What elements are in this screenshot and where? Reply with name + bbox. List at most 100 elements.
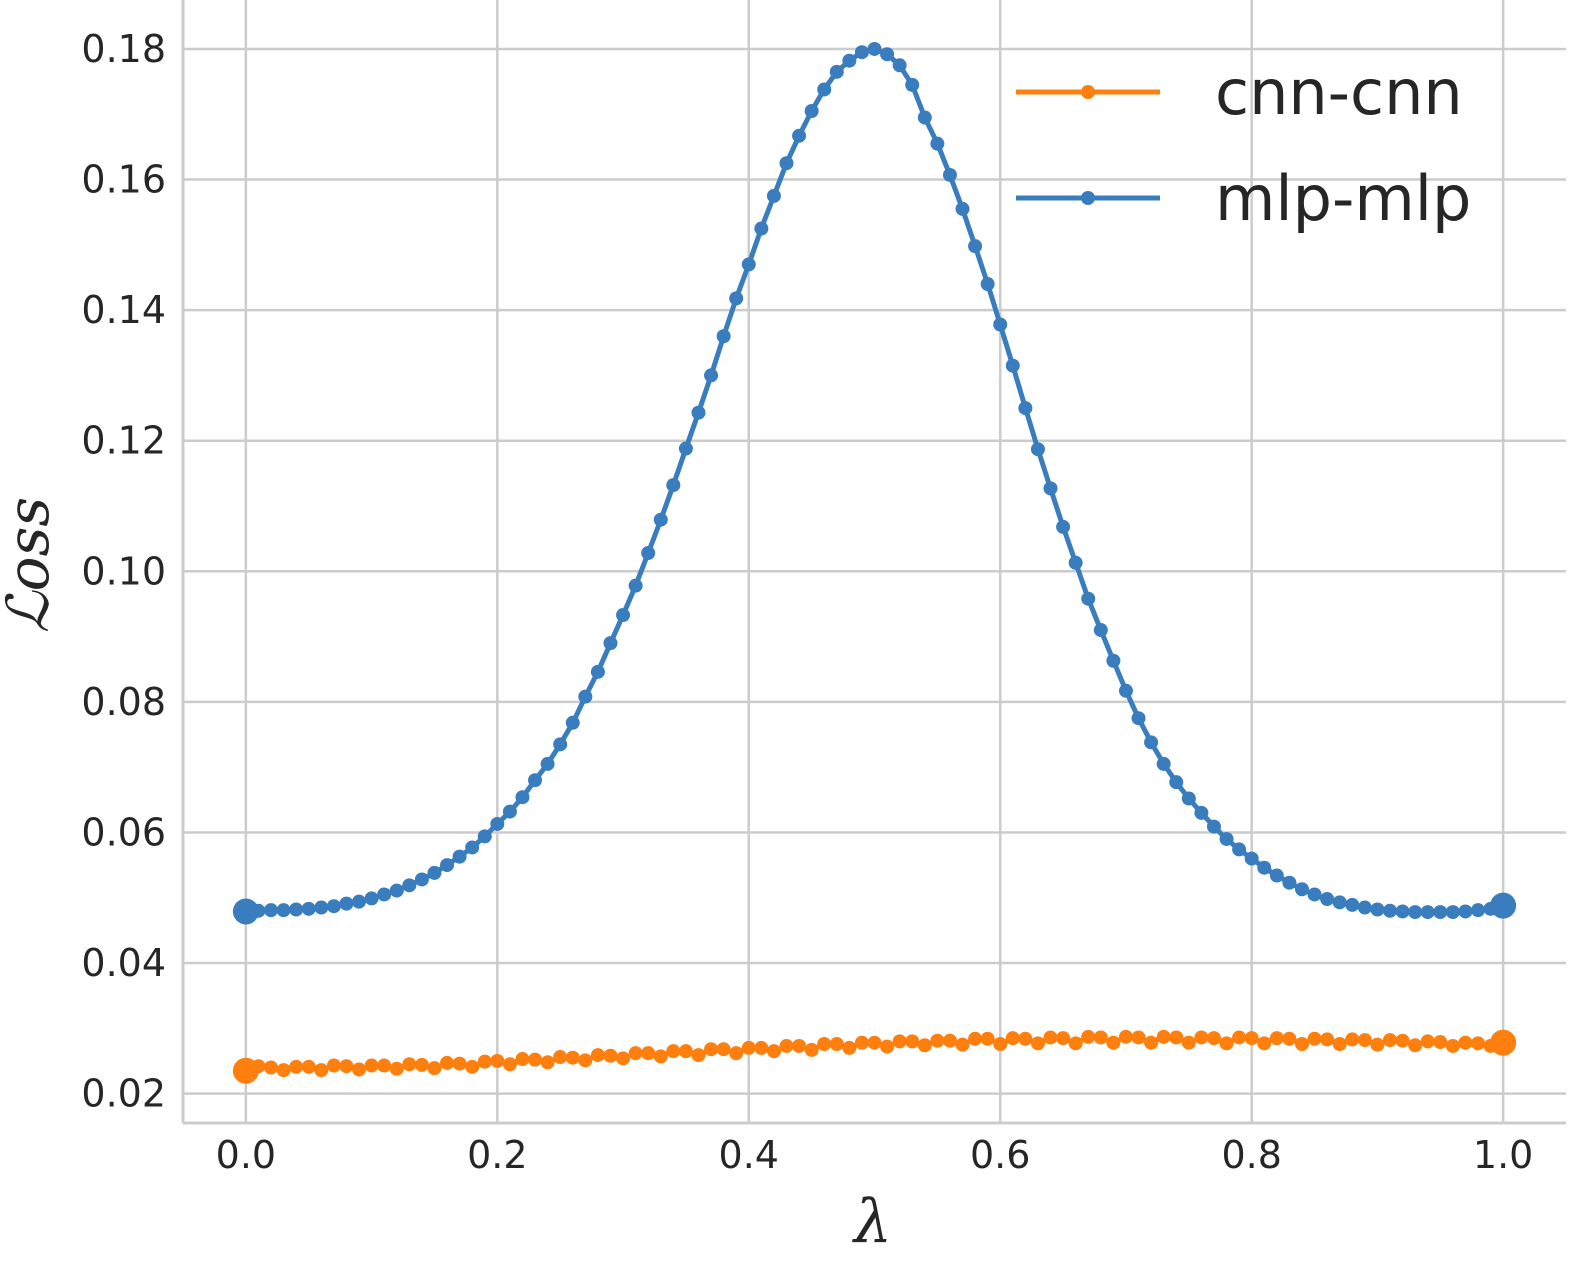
mlp-mlp-point bbox=[515, 790, 530, 805]
cnn-cnn-point bbox=[691, 1048, 706, 1063]
mlp-mlp-point bbox=[1093, 623, 1108, 638]
mlp-mlp-point bbox=[352, 894, 367, 909]
mlp-mlp-point bbox=[766, 188, 781, 203]
mlp-mlp-point bbox=[414, 872, 429, 887]
cnn-cnn-point bbox=[1395, 1033, 1410, 1048]
cnn-cnn-point bbox=[968, 1031, 983, 1046]
mlp-mlp-point bbox=[1269, 868, 1284, 883]
cnn-cnn-point bbox=[1030, 1036, 1045, 1051]
cnn-cnn-point bbox=[1056, 1031, 1071, 1046]
cnn-cnn-point bbox=[590, 1048, 605, 1063]
mlp-mlp-point bbox=[377, 887, 392, 902]
mlp-mlp-point bbox=[603, 636, 618, 651]
cnn-cnn-point bbox=[264, 1060, 279, 1075]
mlp-mlp-endpoint bbox=[232, 898, 259, 925]
mlp-mlp-point bbox=[590, 664, 605, 679]
x-axis-label: λ bbox=[852, 1187, 892, 1257]
mlp-mlp-point bbox=[402, 878, 417, 893]
mlp-mlp-point bbox=[641, 546, 656, 561]
cnn-cnn-point bbox=[528, 1052, 543, 1067]
legend-swatch-marker bbox=[1081, 191, 1095, 205]
cnn-cnn-point bbox=[301, 1059, 316, 1074]
cnn-cnn-point bbox=[276, 1063, 291, 1078]
cnn-cnn-point bbox=[930, 1033, 945, 1048]
mlp-mlp-point bbox=[1056, 519, 1071, 534]
mlp-mlp-point bbox=[1257, 860, 1272, 875]
cnn-cnn-point bbox=[314, 1063, 329, 1078]
mlp-mlp-point bbox=[452, 849, 467, 864]
cnn-cnn-point bbox=[1357, 1033, 1372, 1048]
mlp-mlp-point bbox=[993, 317, 1008, 332]
x-tick-label: 0.2 bbox=[467, 1133, 527, 1177]
mlp-mlp-point bbox=[1018, 401, 1033, 416]
cnn-cnn-point bbox=[1131, 1030, 1146, 1045]
mlp-mlp-point bbox=[842, 53, 857, 68]
cnn-cnn-point bbox=[1068, 1036, 1083, 1051]
mlp-mlp-point bbox=[666, 478, 681, 493]
cnn-cnn-point bbox=[616, 1051, 631, 1066]
mlp-mlp-point bbox=[289, 902, 304, 917]
mlp-mlp-point bbox=[1131, 711, 1146, 726]
cnn-cnn-point bbox=[1269, 1031, 1284, 1046]
cnn-cnn-point bbox=[880, 1039, 895, 1054]
cnn-cnn-point bbox=[1219, 1036, 1234, 1051]
mlp-mlp-point bbox=[804, 103, 819, 118]
mlp-mlp-point bbox=[1395, 904, 1410, 919]
cnn-cnn-point bbox=[1169, 1030, 1184, 1045]
mlp-mlp-point bbox=[389, 883, 404, 898]
mlp-mlp-point bbox=[729, 291, 744, 306]
y-tick-label: 0.02 bbox=[81, 1072, 166, 1116]
cnn-cnn-point bbox=[1005, 1031, 1020, 1046]
cnn-cnn-point bbox=[892, 1034, 907, 1049]
cnn-cnn-point bbox=[1294, 1036, 1309, 1051]
y-axis-label: ℒoss bbox=[0, 497, 62, 633]
mlp-mlp-point bbox=[980, 277, 995, 292]
cnn-cnn-point bbox=[326, 1058, 341, 1073]
mlp-mlp-point bbox=[1156, 756, 1171, 771]
mlp-mlp-point bbox=[892, 58, 907, 73]
cnn-cnn-point bbox=[1332, 1036, 1347, 1051]
mlp-mlp-point bbox=[854, 45, 869, 60]
mlp-mlp-point bbox=[792, 128, 807, 143]
y-tick-label: 0.12 bbox=[81, 419, 166, 463]
mlp-mlp-point bbox=[1030, 442, 1045, 457]
cnn-cnn-point bbox=[917, 1038, 932, 1053]
mlp-mlp-point bbox=[1194, 805, 1209, 820]
cnn-cnn-point bbox=[553, 1050, 568, 1065]
mlp-mlp-point bbox=[1043, 481, 1058, 496]
cnn-cnn-point bbox=[502, 1057, 517, 1072]
mlp-mlp-point bbox=[829, 64, 844, 79]
cnn-cnn-point bbox=[578, 1053, 593, 1068]
cnn-cnn-point bbox=[440, 1055, 455, 1070]
x-tick-labels: 0.0 0.2 0.4 0.6 0.8 1.0 bbox=[216, 1133, 1534, 1177]
cnn-cnn-point bbox=[1470, 1036, 1485, 1051]
mlp-mlp-point bbox=[276, 903, 291, 918]
x-tick-label: 0.6 bbox=[970, 1133, 1030, 1177]
mlp-mlp-point bbox=[490, 816, 505, 831]
mlp-mlp-point bbox=[251, 903, 266, 918]
mlp-mlp-point bbox=[917, 110, 932, 125]
cnn-cnn-point bbox=[741, 1040, 756, 1055]
cnn-cnn-point bbox=[1345, 1032, 1360, 1047]
mlp-mlp-point bbox=[1068, 555, 1083, 570]
mlp-mlp-point bbox=[716, 329, 731, 344]
mlp-mlp-point bbox=[364, 891, 379, 906]
mlp-mlp-point bbox=[528, 773, 543, 788]
cnn-cnn-point bbox=[779, 1038, 794, 1053]
mlp-mlp-point bbox=[1294, 882, 1309, 897]
mlp-mlp-point bbox=[264, 903, 279, 918]
mlp-mlp-point bbox=[477, 829, 492, 844]
mlp-mlp-point bbox=[1345, 897, 1360, 912]
mlp-mlp-point bbox=[1420, 905, 1435, 920]
mlp-mlp-point bbox=[1433, 905, 1448, 920]
mlp-mlp-point bbox=[741, 257, 756, 272]
cnn-cnn-point bbox=[678, 1044, 693, 1059]
cnn-cnn-point bbox=[427, 1061, 442, 1076]
mlp-mlp-point bbox=[1332, 895, 1347, 910]
cnn-cnn-point bbox=[1181, 1035, 1196, 1050]
mlp-mlp-point bbox=[1307, 887, 1322, 902]
cnn-cnn-point bbox=[465, 1059, 480, 1074]
cnn-cnn-point bbox=[1144, 1035, 1159, 1050]
legend-swatch-marker bbox=[1081, 85, 1095, 99]
cnn-cnn-point bbox=[377, 1058, 392, 1073]
